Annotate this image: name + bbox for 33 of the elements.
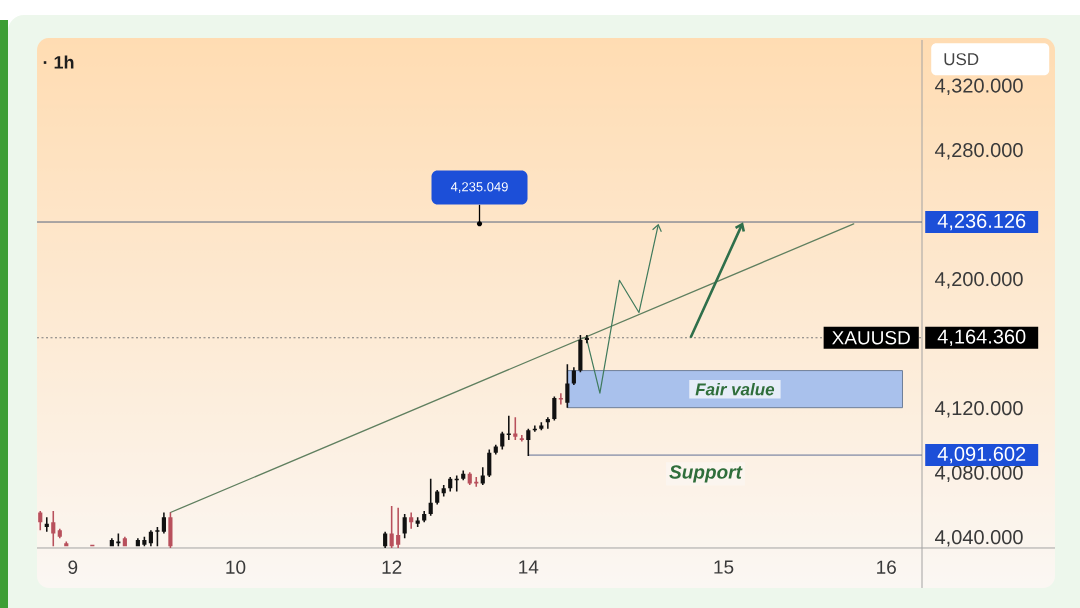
x-tick-label: 15 — [714, 560, 734, 574]
y-tick-label: 4,040.000 — [934, 530, 1023, 547]
candlestick — [545, 417, 550, 429]
x-tick-label: 12 — [382, 560, 402, 574]
candlestick — [558, 393, 563, 405]
y-tick-label: 4,120.000 — [934, 401, 1023, 418]
candlestick — [44, 517, 49, 532]
y-tick-label: 4,280.000 — [934, 142, 1023, 160]
candlestick — [519, 435, 524, 442]
text: · 1h — [43, 55, 74, 69]
x-tick-label: 9 — [68, 560, 78, 574]
annotation: 4,235.049 — [450, 182, 508, 193]
y-tick-label: 4,080.000 — [934, 465, 1023, 483]
candlestick — [506, 415, 511, 440]
ref-line-label: 4,164.360 — [937, 329, 1026, 347]
candlestick — [409, 512, 414, 529]
band-label: Fair value — [695, 382, 775, 396]
x-tick-label: 14 — [519, 560, 539, 574]
candlestick — [454, 475, 459, 492]
annotation: Support — [669, 465, 743, 483]
ref-line-label: 4,236.126 — [937, 213, 1026, 231]
x-tick-label: 10 — [226, 560, 246, 574]
text: USD — [944, 53, 979, 66]
ref-line-label: 4,091.602 — [937, 446, 1026, 464]
candlestick — [396, 507, 401, 548]
annotation: XAUUSD — [832, 331, 910, 345]
candlestick — [51, 510, 56, 547]
y-tick-label: 4,320.000 — [934, 78, 1023, 96]
candlestick — [532, 425, 537, 432]
x-tick-label: 16 — [877, 560, 896, 574]
y-tick-label: 4,200.000 — [934, 272, 1023, 289]
candlestick — [474, 477, 479, 487]
candlestick — [584, 335, 589, 344]
